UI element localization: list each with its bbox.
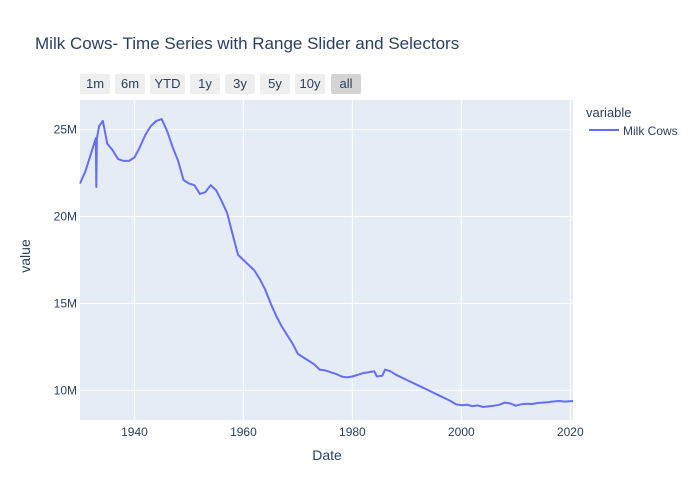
gridlines	[80, 100, 573, 420]
range-button-10y[interactable]: 10y	[295, 74, 325, 94]
range-button-3y[interactable]: 3y	[225, 74, 255, 94]
chart-title: Milk Cows- Time Series with Range Slider…	[35, 34, 460, 53]
tick-labels: 1940 1960 1980 2000 2020 10M 15M 20M 25M	[54, 123, 584, 439]
y-tick-label: 15M	[54, 296, 77, 310]
y-tick-label: 10M	[54, 383, 77, 397]
x-tick-label: 2000	[448, 425, 475, 439]
legend: variable Milk Cows	[586, 105, 678, 138]
y-axis-label: value	[17, 239, 33, 273]
range-button-all[interactable]: all	[331, 74, 361, 94]
range-button-5y[interactable]: 5y	[260, 74, 290, 94]
y-tick-label: 20M	[54, 210, 77, 224]
x-tick-label: 2020	[557, 425, 584, 439]
range-button-1m[interactable]: 1m	[80, 74, 110, 94]
x-tick-label: 1980	[339, 425, 366, 439]
legend-title: variable	[586, 105, 632, 120]
x-tick-label: 1960	[230, 425, 257, 439]
y-tick-label: 25M	[54, 123, 77, 137]
range-button-ytd[interactable]: YTD	[150, 74, 185, 94]
range-button-6m[interactable]: 6m	[115, 74, 145, 94]
legend-item-milk-cows[interactable]: Milk Cows	[623, 124, 678, 138]
plot-area	[80, 100, 573, 420]
series-line-milk-cows	[79, 118, 574, 408]
x-tick-label: 1940	[121, 425, 148, 439]
range-button-1y[interactable]: 1y	[190, 74, 220, 94]
x-axis-label: Date	[312, 447, 342, 463]
